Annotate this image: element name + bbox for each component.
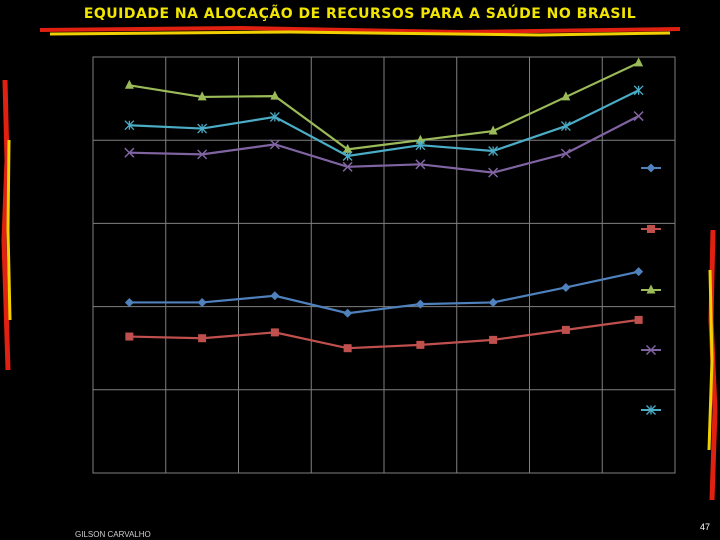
data-point [489, 335, 498, 344]
series-line [129, 115, 640, 174]
series-line [129, 318, 639, 350]
data-point [269, 139, 280, 150]
data-point [197, 297, 207, 307]
legend-key-marker [647, 225, 655, 233]
marker-stroke [342, 161, 353, 172]
right-edge-decoration [707, 230, 718, 500]
data-point [633, 111, 644, 122]
data-point [124, 79, 134, 89]
series-4 [124, 111, 644, 178]
legend-key-5 [641, 405, 661, 415]
data-point [561, 282, 571, 292]
page-title: EQUIDADE NA ALOCAÇÃO DE RECURSOS PARA A … [83, 6, 637, 22]
data-point [343, 344, 352, 353]
series-2 [125, 315, 643, 353]
marker-stroke [645, 344, 657, 356]
chart-legend [641, 163, 661, 415]
data-point [342, 161, 353, 172]
data-point [634, 57, 644, 67]
legend-key-marker [646, 284, 656, 294]
legend-key-marker [646, 405, 656, 415]
marker-stroke [269, 139, 280, 150]
data-point [343, 308, 353, 318]
data-point [124, 120, 135, 131]
data-point [561, 325, 570, 334]
data-point [270, 90, 280, 100]
data-point [343, 143, 353, 153]
data-point [560, 148, 571, 159]
marker-stroke [560, 148, 571, 159]
data-point [633, 85, 644, 96]
legend-key-4 [641, 344, 661, 356]
data-point [415, 159, 426, 170]
data-point [488, 167, 499, 178]
data-point [488, 297, 498, 307]
legend-key-marker [645, 344, 657, 356]
data-point [488, 146, 499, 156]
legend-key-3 [641, 284, 661, 294]
marker-stroke [415, 159, 426, 170]
data-point [197, 91, 207, 101]
data-point [634, 315, 643, 324]
data-point [560, 121, 571, 132]
data-point [415, 140, 426, 151]
data-point [416, 340, 425, 349]
data-point [415, 134, 425, 144]
marker-stroke [197, 149, 208, 160]
data-point [342, 151, 353, 161]
series-1 [124, 267, 644, 318]
marker-stroke [488, 167, 499, 178]
data-point [269, 111, 280, 122]
legend-key-2 [641, 225, 661, 233]
data-point [488, 125, 498, 135]
marker-stroke [124, 147, 135, 158]
marker-stroke [633, 111, 644, 122]
legend-key-marker [646, 163, 656, 173]
data-point [198, 334, 207, 343]
data-point [561, 91, 571, 101]
series-line [129, 61, 640, 151]
data-point [197, 123, 208, 134]
series-5 [124, 85, 644, 161]
data-point [124, 297, 134, 307]
series-line [129, 89, 640, 158]
page-number: 47 [700, 522, 711, 532]
data-point [124, 147, 135, 158]
title-underline-decoration [40, 25, 680, 37]
series-3 [124, 57, 644, 153]
author-credit: GILSON CARVALHO [75, 530, 151, 539]
data-point [270, 291, 280, 301]
data-point [415, 299, 425, 309]
series-lines [124, 57, 644, 353]
data-point [270, 328, 279, 337]
series-line [129, 270, 639, 315]
left-edge-decoration [1, 80, 12, 370]
legend-key-1 [641, 163, 661, 173]
data-point [634, 267, 644, 277]
data-point [125, 332, 134, 341]
chart-grid [92, 56, 676, 474]
data-point [197, 149, 208, 160]
